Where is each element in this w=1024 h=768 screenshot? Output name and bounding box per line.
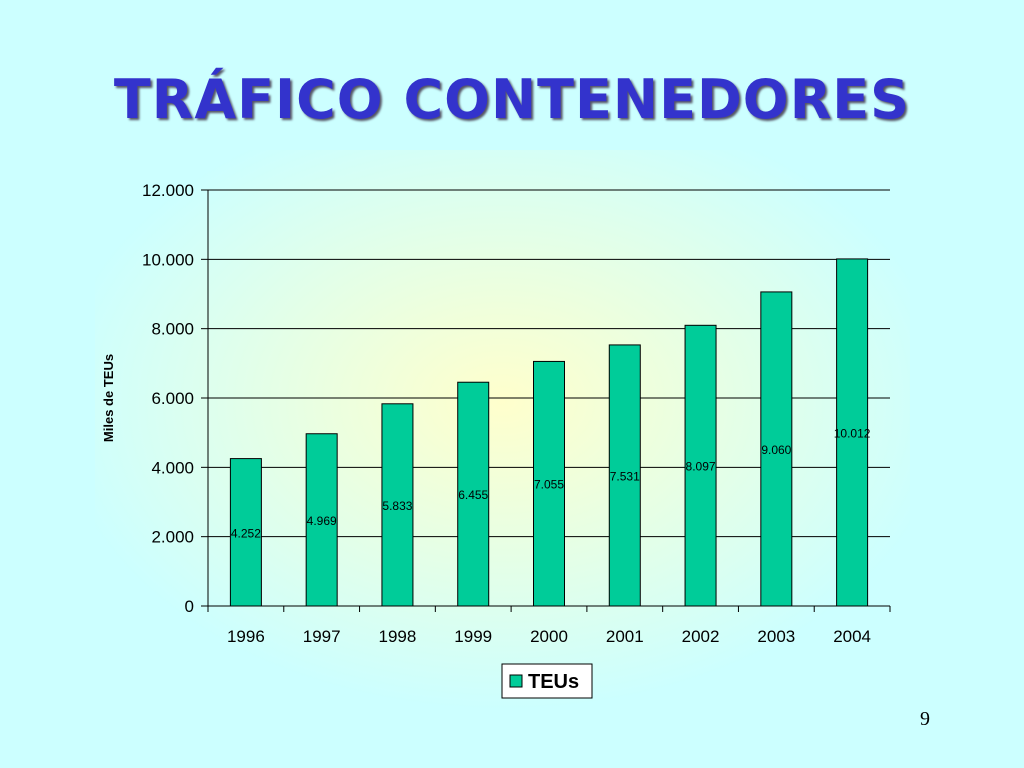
y-tick-label: 2.000	[151, 528, 194, 547]
data-label: 10.012	[834, 426, 871, 440]
y-tick-label: 0	[185, 597, 194, 616]
x-tick-label: 1998	[379, 627, 417, 646]
data-label: 7.055	[534, 478, 564, 492]
x-tick-label: 1997	[303, 627, 341, 646]
x-tick-label: 2003	[757, 627, 795, 646]
legend-swatch	[509, 674, 523, 688]
chart-area: 0 2.000 4.000 6.000 8.000 10.000 12.000 Miles d…	[95, 150, 910, 710]
bar-2004	[836, 258, 869, 607]
y-tick-label: 4.000	[151, 458, 194, 477]
data-label: 4.252	[231, 526, 261, 540]
x-tick-label: 2002	[682, 627, 720, 646]
y-tick-label: 8.000	[151, 320, 194, 339]
bar-2003	[760, 291, 793, 607]
data-label: 6.455	[458, 488, 488, 502]
bar-1997	[305, 433, 338, 607]
bar-chart: 0 2.000 4.000 6.000 8.000 10.000 12.000 Miles d…	[95, 150, 910, 710]
slide-title: TRÁFICO CONTENEDORES	[113, 68, 911, 131]
x-tick-label: 2001	[606, 627, 644, 646]
y-tick-label: 6.000	[151, 389, 194, 408]
data-label: 7.531	[610, 469, 640, 483]
page-number: 9	[920, 708, 930, 730]
bar-1999	[457, 381, 490, 607]
bar-1998	[381, 403, 414, 607]
x-tick-label: 1999	[454, 627, 492, 646]
bar-1996	[229, 458, 262, 607]
bar-2001	[608, 344, 641, 607]
data-label: 4.969	[307, 514, 337, 528]
y-tick-label: 12.000	[142, 181, 194, 200]
bar-2002	[684, 324, 717, 607]
data-label: 5.833	[382, 499, 412, 513]
bar-2000	[533, 360, 565, 607]
y-axis-title: Miles de TEUs	[101, 354, 116, 442]
x-tick-label: 1996	[227, 627, 265, 646]
x-tick-label: 2000	[530, 627, 568, 646]
data-label: 9.060	[761, 443, 791, 457]
data-label: 8.097	[686, 460, 716, 474]
x-tick-label: 2004	[833, 627, 871, 646]
legend-label: TEUs	[528, 671, 579, 693]
y-tick-label: 10.000	[142, 250, 194, 269]
